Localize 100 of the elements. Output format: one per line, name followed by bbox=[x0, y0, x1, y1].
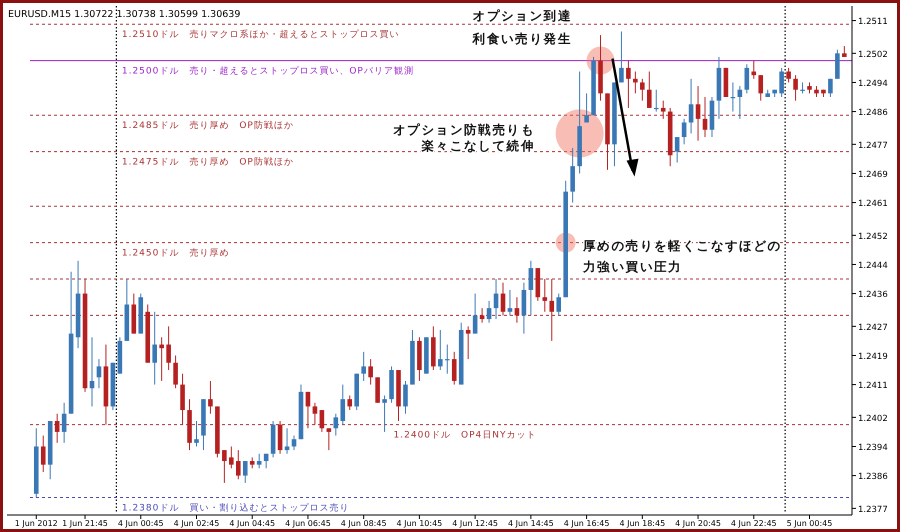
x-tick-label: 1 Jun 2012 bbox=[14, 519, 58, 528]
candlestick bbox=[800, 82, 805, 94]
candlestick bbox=[696, 86, 700, 142]
y-tick-label: 1.2469 bbox=[858, 170, 888, 180]
candlestick bbox=[242, 460, 248, 484]
candlestick bbox=[633, 71, 638, 94]
ref-line-label: 1.2475ドル 売り厚め OP防戦ほか bbox=[122, 156, 294, 168]
x-tick-label: 5 Jun 00:45 bbox=[786, 519, 832, 528]
candlestick bbox=[486, 300, 492, 324]
candlestick bbox=[320, 410, 324, 432]
candlestick bbox=[779, 67, 784, 98]
x-tick-label: 4 Jun 06:45 bbox=[285, 519, 331, 528]
ref-line-label: 1.2485ドル 売り厚め OP防戦ほか bbox=[122, 120, 294, 132]
candlestick bbox=[194, 420, 199, 447]
y-tick-label: 1.2419 bbox=[858, 352, 888, 362]
x-tick-label: 4 Jun 14:45 bbox=[508, 519, 554, 528]
y-tick-label: 1.2411 bbox=[858, 381, 888, 392]
candlestick bbox=[842, 46, 847, 58]
candlestick bbox=[674, 136, 680, 164]
candlestick bbox=[640, 78, 645, 102]
y-tick-label: 1.2452 bbox=[858, 232, 888, 242]
candlestick bbox=[382, 395, 387, 432]
x-tick-label: 4 Jun 16:45 bbox=[564, 519, 610, 528]
x-tick-label: 4 Jun 22:45 bbox=[730, 519, 777, 528]
candlestick bbox=[361, 351, 366, 382]
candlestick bbox=[738, 86, 742, 120]
y-tick-label: 1.2477 bbox=[858, 140, 888, 151]
candlestick bbox=[626, 60, 631, 108]
candlestick bbox=[152, 311, 157, 386]
candlestick bbox=[828, 78, 833, 98]
candlestick bbox=[340, 384, 346, 426]
annotation: オプション防戦売りも bbox=[393, 122, 535, 137]
x-tick-label: 1 Jun 21:45 bbox=[62, 519, 108, 528]
y-tick-label: 1.2444 bbox=[858, 260, 888, 271]
annotation: オプション到達 bbox=[472, 8, 572, 23]
candlestick bbox=[584, 92, 589, 123]
candlestick bbox=[480, 308, 484, 324]
candlestick bbox=[334, 413, 338, 436]
y-tick-label: 1.2394 bbox=[858, 442, 888, 453]
candlestick bbox=[368, 358, 373, 386]
candlestick bbox=[682, 118, 686, 145]
candlestick bbox=[542, 278, 548, 312]
candlestick bbox=[90, 336, 94, 407]
candlestick bbox=[472, 293, 478, 334]
candlestick bbox=[814, 86, 819, 98]
candlestick bbox=[40, 435, 46, 472]
y-tick-label: 1.2502 bbox=[858, 50, 888, 60]
candlestick bbox=[702, 96, 708, 138]
y-tick-label: 1.2486 bbox=[858, 108, 888, 118]
candlestick bbox=[229, 446, 234, 469]
candlestick bbox=[758, 74, 764, 102]
candlestick bbox=[452, 351, 457, 386]
y-tick-label: 1.2436 bbox=[858, 290, 888, 300]
candlestick bbox=[438, 329, 443, 371]
candlestick bbox=[96, 358, 102, 389]
candlestick bbox=[347, 395, 352, 411]
candlestick bbox=[466, 326, 470, 360]
candlestick bbox=[514, 296, 520, 324]
candlestick bbox=[250, 456, 255, 469]
annotation: 力強い買い圧力 bbox=[582, 259, 682, 274]
candlestick bbox=[500, 282, 506, 316]
candlestick bbox=[284, 428, 290, 454]
candlestick bbox=[306, 391, 310, 429]
candlestick bbox=[208, 380, 213, 414]
y-tick-label: 1.2494 bbox=[858, 78, 888, 89]
candlestick bbox=[173, 354, 178, 389]
x-tick-label: 4 Jun 12:45 bbox=[452, 519, 498, 528]
candlestick bbox=[744, 64, 750, 94]
candlestick bbox=[256, 453, 262, 469]
candlestick bbox=[62, 402, 66, 444]
candlestick bbox=[786, 67, 791, 83]
candlestick bbox=[494, 278, 498, 320]
x-tick-label: 4 Jun 00:45 bbox=[118, 519, 164, 528]
x-tick-label: 4 Jun 04:45 bbox=[229, 519, 276, 528]
candlestick bbox=[807, 82, 812, 94]
candlestick bbox=[159, 336, 164, 382]
candlestick bbox=[326, 428, 332, 451]
candlestick bbox=[556, 293, 562, 316]
candlestick bbox=[54, 413, 60, 444]
x-tick-label: 4 Jun 02:45 bbox=[174, 519, 220, 528]
candlestick bbox=[166, 326, 171, 371]
x-tick-label: 4 Jun 20:45 bbox=[675, 519, 721, 528]
x-tick-label: 4 Jun 18:45 bbox=[619, 519, 666, 528]
candlestick bbox=[619, 30, 624, 83]
candlestick bbox=[264, 453, 268, 469]
annotation: 楽々こなして続伸 bbox=[420, 138, 535, 153]
ref-line-label: 1.2380ドル 買い・割り込むとストップロス売り bbox=[122, 502, 350, 514]
y-tick-label: 1.2427 bbox=[858, 322, 888, 333]
candlestick bbox=[646, 71, 652, 108]
candlestick bbox=[292, 435, 296, 451]
y-tick-label: 1.2386 bbox=[858, 472, 888, 482]
annotation: 利食い売り発生 bbox=[472, 31, 572, 46]
candlestick bbox=[222, 450, 227, 484]
y-tick-label: 1.2377 bbox=[858, 504, 888, 515]
candlestick bbox=[688, 78, 694, 134]
annotation: 厚めの売りを軽くこなすほどの bbox=[582, 238, 782, 253]
ref-line-label: 1.2500ドル 売り・超えるとストップロス買い、OPバリア観測 bbox=[122, 66, 414, 77]
ref-line-label: 1.2510ドル 売りマクロ系ほか・超えるとストップロス買い bbox=[122, 29, 400, 40]
candlestick bbox=[508, 289, 512, 316]
chart-title: EURUSD.M15 1.30722 1.30738 1.30599 1.30639 bbox=[8, 9, 240, 20]
